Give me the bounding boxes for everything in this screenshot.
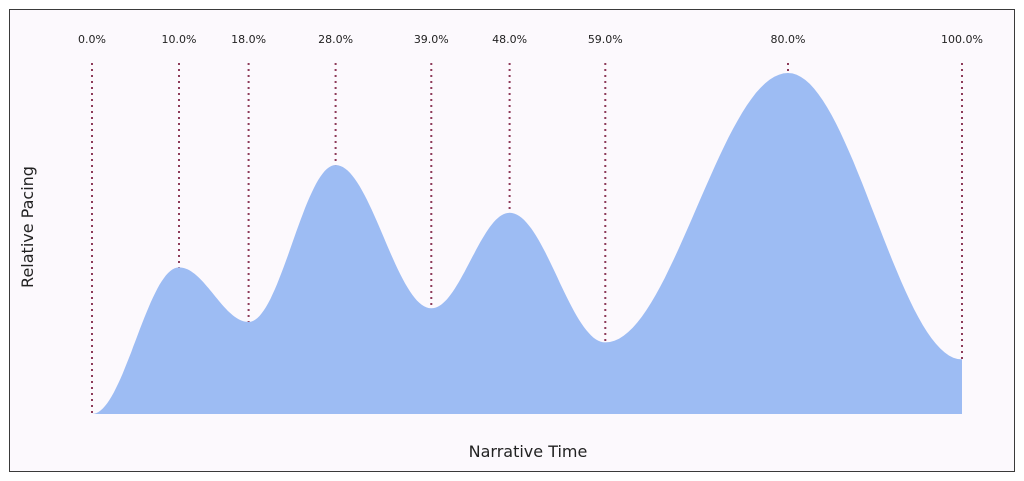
marker-layer: [91, 63, 963, 414]
x-axis-label: Narrative Time: [469, 442, 588, 461]
tick-label-2: 18.0%: [231, 33, 266, 46]
tick-label-4: 39.0%: [414, 33, 449, 46]
pacing-area: [92, 73, 962, 414]
tick-label-5: 48.0%: [492, 33, 527, 46]
area-layer: [92, 73, 962, 414]
y-axis-label: Relative Pacing: [18, 166, 37, 288]
tick-label-8: 100.0%: [941, 33, 983, 46]
tick-label-layer: 0.0% 10.0% 18.0% 28.0% 39.0% 48.0% 59.0% 80.0% 1…: [78, 33, 983, 46]
tick-label-6: 59.0%: [588, 33, 623, 46]
tick-label-1: 10.0%: [162, 33, 197, 46]
tick-label-0: 0.0%: [78, 33, 106, 46]
tick-label-3: 28.0%: [318, 33, 353, 46]
tick-label-7: 80.0%: [771, 33, 806, 46]
